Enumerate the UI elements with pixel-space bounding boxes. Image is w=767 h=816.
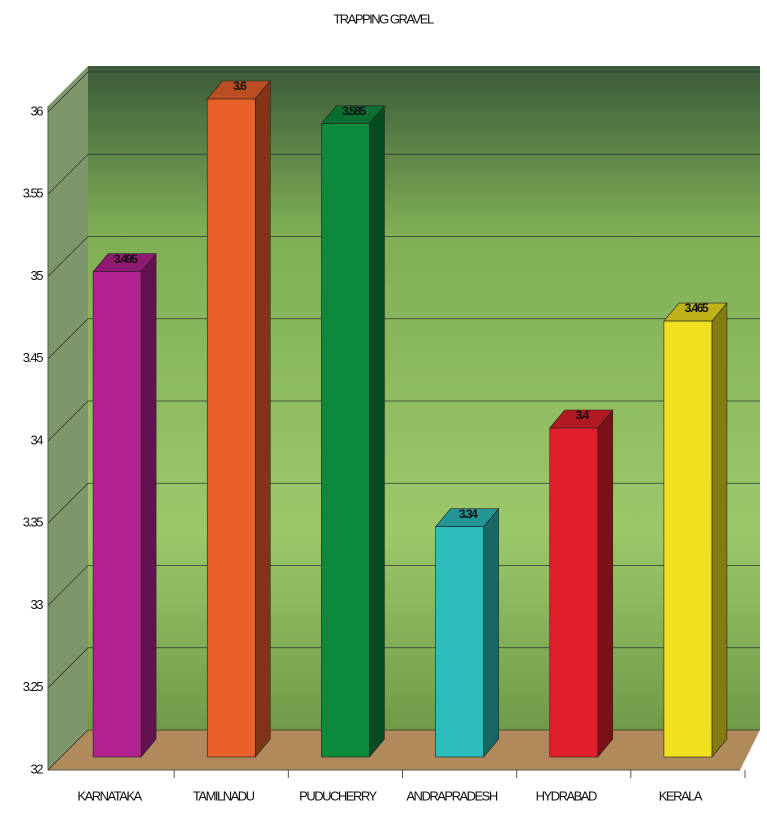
bar: [663, 320, 713, 758]
y-tick-label: 36: [31, 103, 44, 118]
value-label: 3.585: [342, 104, 366, 118]
y-tick-label: 3.25: [23, 679, 44, 694]
bar: [321, 123, 370, 758]
value-label: 3.495: [114, 252, 138, 266]
bar-side: [597, 409, 614, 758]
bar: [92, 271, 142, 758]
grid-line: [47, 400, 760, 442]
y-tick-label: 34: [31, 432, 44, 447]
y-tick-label: 3.35: [23, 515, 44, 530]
bar-side: [483, 507, 499, 758]
bar-side: [711, 302, 728, 758]
x-tick-label: TAMILNADU: [193, 788, 255, 803]
grid-line: [47, 565, 760, 606]
grid-line: [47, 318, 760, 360]
grid-line: [47, 482, 760, 524]
chart-title: TRAPPING GRAVEL: [333, 11, 434, 26]
y-tick-label: 35: [31, 268, 44, 283]
value-label: 3.34: [459, 507, 478, 521]
y-tick-label: 3.55: [23, 186, 44, 201]
x-tick-label: KERALA: [659, 788, 703, 803]
grid-line: [47, 647, 760, 689]
y-tick-label: 33: [31, 597, 44, 612]
background-photo: [88, 66, 760, 730]
value-label: 3.6: [233, 79, 247, 93]
x-tick-label: ANDRAPRADESH: [406, 788, 497, 803]
grid-line: [47, 729, 760, 771]
bar: [435, 526, 484, 758]
x-tick-label: HYDRABAD: [536, 788, 597, 803]
grid-line: [47, 153, 760, 195]
x-tick-label: KARNATAKA: [77, 788, 142, 803]
grid-line: [47, 71, 760, 113]
bar: [549, 427, 599, 758]
side-wall: [48, 66, 88, 770]
bar-side: [254, 80, 271, 758]
bar: [206, 98, 256, 758]
y-tick-label: 32: [31, 761, 44, 776]
grid-line: [47, 236, 760, 277]
value-label: 3.465: [685, 301, 709, 315]
x-tick-label: PUDUCHERRY: [299, 788, 377, 803]
bar-side: [140, 252, 157, 758]
value-label: 3.4: [576, 408, 590, 422]
y-tick-label: 3.45: [23, 350, 44, 365]
bar-side: [369, 104, 385, 758]
